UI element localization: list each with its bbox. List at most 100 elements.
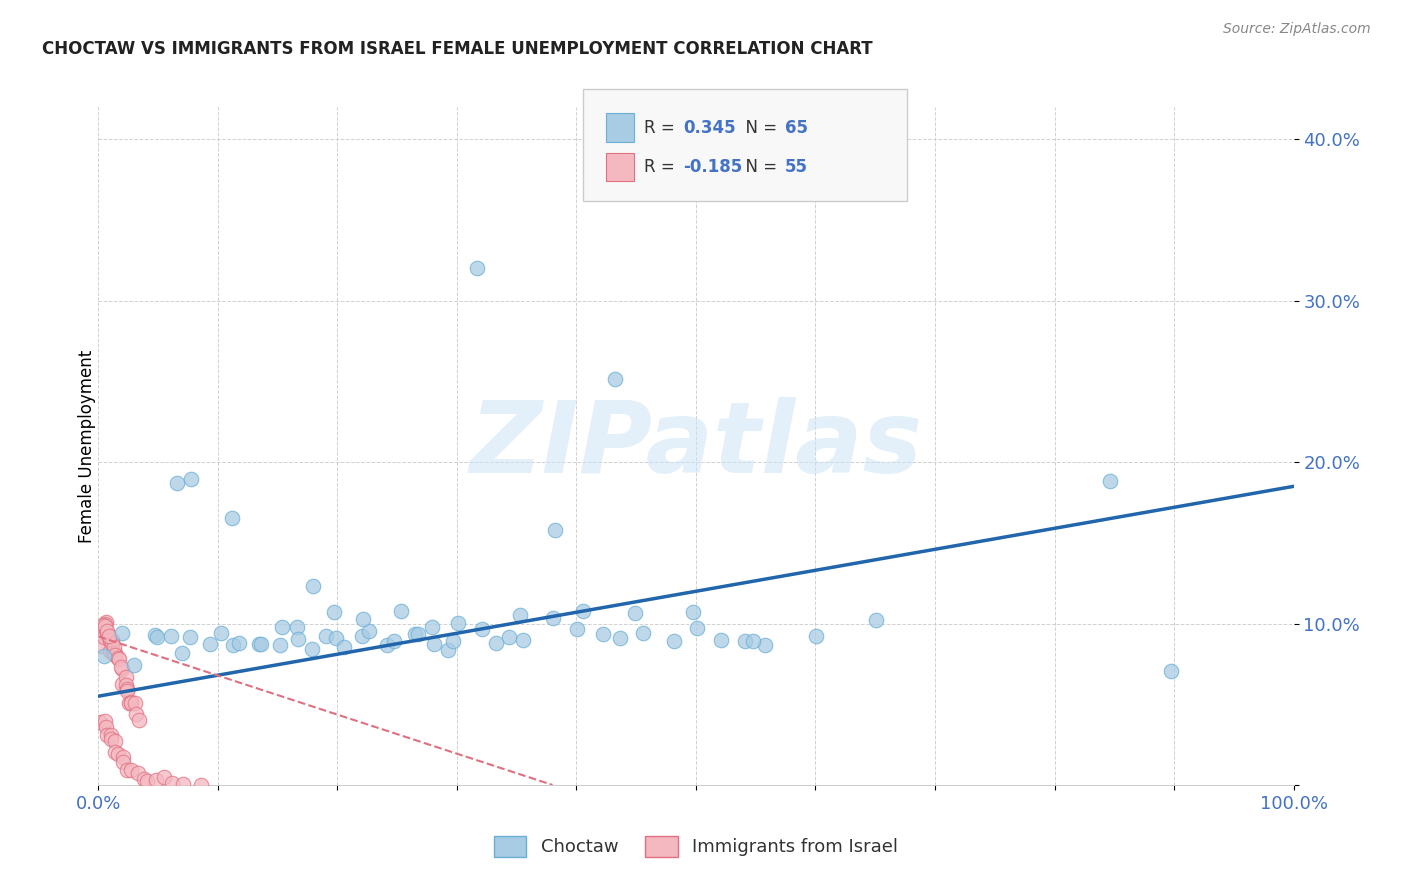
- Point: [111, 676, 134, 690]
- Point: [423, 636, 446, 650]
- Text: -0.185: -0.185: [683, 158, 742, 176]
- Point: [103, 640, 125, 654]
- Point: [104, 745, 127, 759]
- Point: [143, 627, 166, 641]
- Point: [1098, 474, 1121, 488]
- Point: [110, 660, 132, 674]
- Point: [111, 625, 134, 640]
- Point: [172, 777, 194, 791]
- Point: [624, 606, 647, 620]
- Point: [352, 612, 374, 626]
- Point: [97, 630, 120, 644]
- Point: [509, 608, 531, 623]
- Point: [180, 472, 202, 486]
- Point: [114, 677, 136, 691]
- Point: [118, 696, 141, 710]
- Text: R =: R =: [644, 119, 681, 136]
- Text: R =: R =: [644, 158, 681, 176]
- Point: [544, 523, 567, 537]
- Point: [302, 579, 325, 593]
- Point: [222, 639, 245, 653]
- Point: [120, 763, 142, 777]
- Point: [107, 652, 129, 666]
- Point: [96, 615, 118, 630]
- Point: [247, 637, 270, 651]
- Point: [135, 773, 157, 788]
- Point: [734, 633, 756, 648]
- Point: [100, 732, 122, 747]
- Point: [93, 619, 115, 633]
- Point: [152, 770, 174, 784]
- Point: [1160, 664, 1182, 678]
- Point: [91, 618, 114, 632]
- Point: [441, 634, 464, 648]
- Point: [101, 636, 124, 650]
- Point: [865, 614, 887, 628]
- Point: [115, 682, 138, 697]
- Point: [94, 714, 117, 728]
- Y-axis label: Female Unemployment: Female Unemployment: [79, 350, 96, 542]
- Point: [110, 662, 132, 676]
- Point: [198, 637, 221, 651]
- Point: [127, 766, 149, 780]
- Point: [686, 621, 709, 635]
- Point: [633, 626, 655, 640]
- Point: [270, 620, 292, 634]
- Legend: Choctaw, Immigrants from Israel: Choctaw, Immigrants from Israel: [486, 829, 905, 864]
- Point: [382, 634, 405, 648]
- Point: [125, 706, 148, 721]
- Point: [90, 622, 112, 636]
- Point: [124, 696, 146, 710]
- Point: [228, 636, 250, 650]
- Point: [104, 646, 127, 660]
- Point: [190, 778, 212, 792]
- Point: [269, 638, 291, 652]
- Point: [128, 713, 150, 727]
- Point: [104, 648, 127, 662]
- Point: [741, 634, 763, 648]
- Point: [471, 622, 494, 636]
- Point: [209, 626, 232, 640]
- Point: [315, 629, 337, 643]
- Point: [94, 720, 117, 734]
- Point: [467, 261, 489, 276]
- Point: [605, 371, 627, 385]
- Text: N =: N =: [735, 119, 783, 136]
- Point: [115, 684, 138, 698]
- Point: [287, 620, 309, 634]
- Point: [100, 728, 122, 742]
- Point: [120, 696, 142, 710]
- Point: [287, 632, 309, 646]
- Point: [325, 631, 347, 645]
- Point: [107, 747, 129, 761]
- Point: [111, 755, 134, 769]
- Point: [98, 633, 121, 648]
- Point: [710, 633, 733, 648]
- Point: [103, 646, 125, 660]
- Point: [160, 629, 183, 643]
- Point: [375, 638, 398, 652]
- Point: [447, 615, 470, 630]
- Point: [170, 646, 193, 660]
- Point: [567, 622, 589, 636]
- Point: [98, 633, 121, 648]
- Point: [389, 604, 412, 618]
- Point: [221, 511, 243, 525]
- Point: [301, 642, 323, 657]
- Point: [115, 670, 138, 684]
- Point: [359, 624, 381, 639]
- Point: [498, 630, 520, 644]
- Point: [104, 734, 127, 748]
- Point: [572, 603, 595, 617]
- Point: [107, 651, 129, 665]
- Point: [609, 632, 631, 646]
- Point: [437, 642, 460, 657]
- Point: [111, 750, 134, 764]
- Text: ZIPatlas: ZIPatlas: [470, 398, 922, 494]
- Point: [145, 773, 167, 788]
- Point: [408, 627, 430, 641]
- Point: [249, 637, 271, 651]
- Point: [134, 772, 156, 787]
- Point: [333, 640, 356, 655]
- Point: [806, 629, 828, 643]
